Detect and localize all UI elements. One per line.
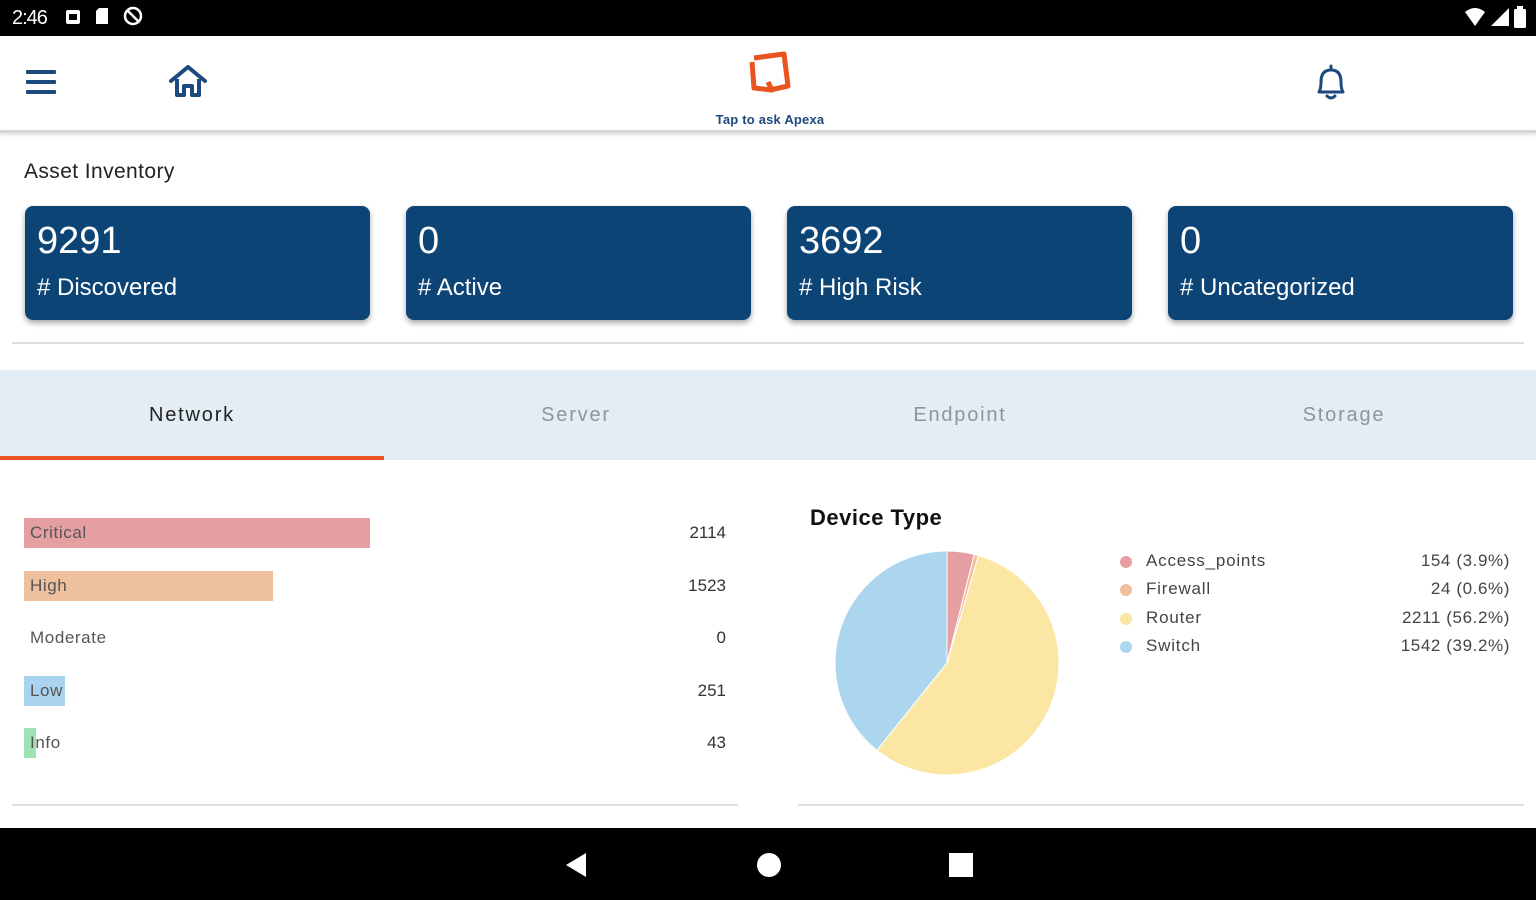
home-circle-icon: [757, 853, 781, 877]
kpi-value: 0: [418, 220, 440, 262]
kpi-label: # Uncategorized: [1180, 274, 1355, 301]
severity-count: 2114: [689, 523, 726, 542]
tab-server[interactable]: Server: [541, 403, 611, 426]
severity-bar: [24, 518, 370, 548]
severity-label: Critical: [30, 523, 87, 542]
ask-apexa-caption: Tap to ask Apexa: [715, 112, 825, 127]
kpi-value: 0: [1180, 220, 1202, 262]
legend-item-firewall[interactable]: Firewall 24 (0.6%): [1118, 577, 1514, 603]
tab-network[interactable]: Network: [149, 403, 235, 426]
apexa-logo-icon: [749, 51, 791, 93]
kpi-label: # High Risk: [799, 274, 922, 301]
blocked-icon: [123, 6, 143, 31]
severity-label: High: [30, 576, 68, 595]
ask-apexa-button[interactable]: Tap to ask Apexa: [690, 48, 850, 127]
kpi-value: 3692: [799, 220, 884, 262]
status-time: 2:46: [12, 6, 48, 29]
kpi-value: 9291: [37, 220, 122, 262]
legend-dot: [1120, 613, 1132, 625]
app-header: Tap to ask Apexa: [0, 36, 1536, 133]
home-icon: [169, 65, 207, 97]
status-bar: 2:46: [0, 0, 1536, 36]
legend-item-switch[interactable]: Switch 1542 (39.2%): [1118, 634, 1514, 660]
severity-label: Info: [30, 733, 61, 752]
tab-endpoint[interactable]: Endpoint: [913, 403, 1007, 426]
severity-row-critical[interactable]: Critical 2114: [24, 518, 734, 548]
legend-item-router[interactable]: Router 2211 (56.2%): [1118, 606, 1514, 632]
legend-name: Router: [1146, 608, 1202, 627]
home-nav-button[interactable]: [754, 850, 784, 880]
legend-value: 1542 (39.2%): [1400, 636, 1510, 655]
legend-item-access-points[interactable]: Access_points 154 (3.9%): [1118, 549, 1514, 575]
legend-name: Access_points: [1146, 551, 1267, 570]
legend-dot: [1120, 556, 1132, 568]
severity-label: Low: [30, 681, 63, 700]
menu-icon: [26, 70, 56, 94]
kpi-card-discovered[interactable]: 9291 # Discovered: [25, 206, 370, 320]
sim-icon: [95, 6, 109, 30]
device-type-divider: [798, 804, 1524, 806]
active-tab-indicator: [0, 456, 384, 460]
kpi-card-high-risk[interactable]: 3692 # High Risk: [787, 206, 1132, 320]
severity-bar: [24, 728, 36, 758]
category-tabs: Network Server Endpoint Storage: [0, 370, 1536, 460]
legend-name: Switch: [1146, 636, 1201, 655]
severity-row-low[interactable]: Low 251: [24, 676, 734, 706]
home-button[interactable]: [168, 62, 208, 102]
pie-slice-router[interactable]: [876, 554, 1060, 776]
severity-divider: [12, 804, 738, 806]
severity-row-info[interactable]: Info 43: [24, 728, 734, 758]
asset-inventory-title: Asset Inventory: [24, 160, 175, 183]
pie-slice-switch[interactable]: [834, 550, 948, 752]
menu-button[interactable]: [24, 64, 60, 100]
severity-count: 43: [707, 733, 726, 752]
wifi-icon: [1464, 7, 1486, 32]
severity-bar: [24, 571, 274, 601]
severity-label: Moderate: [30, 628, 107, 647]
severity-count: 1523: [688, 576, 726, 595]
battery-icon: [1514, 6, 1526, 33]
severity-count: 251: [697, 681, 726, 700]
tab-storage[interactable]: Storage: [1302, 403, 1386, 426]
photo-icon: [65, 6, 81, 30]
device-type-title: Device Type: [810, 505, 943, 530]
recents-button[interactable]: [946, 850, 976, 880]
legend-value: 24 (0.6%): [1430, 579, 1510, 598]
severity-count: 0: [716, 628, 726, 647]
kpi-card-uncategorized[interactable]: 0 # Uncategorized: [1168, 206, 1513, 320]
legend-dot: [1120, 641, 1132, 653]
device-type-pie-chart[interactable]: [832, 548, 1062, 778]
legend-value: 2211 (56.2%): [1401, 608, 1510, 627]
section-divider: [12, 342, 1524, 344]
severity-row-moderate[interactable]: Moderate 0: [24, 623, 734, 653]
notifications-button[interactable]: [1310, 62, 1352, 104]
kpi-card-active[interactable]: 0 # Active: [406, 206, 751, 320]
system-nav-bar: [0, 828, 1536, 900]
back-button[interactable]: [562, 850, 592, 880]
legend-name: Firewall: [1146, 579, 1211, 598]
bell-icon: [1317, 64, 1345, 100]
severity-row-high[interactable]: High 1523: [24, 571, 734, 601]
recents-icon: [949, 853, 973, 877]
legend-dot: [1120, 584, 1132, 596]
legend-value: 154 (3.9%): [1420, 551, 1510, 570]
kpi-label: # Active: [418, 274, 503, 301]
kpi-label: # Discovered: [37, 274, 178, 301]
back-icon: [566, 853, 586, 877]
signal-icon: [1490, 7, 1510, 32]
severity-bar: [24, 676, 66, 706]
